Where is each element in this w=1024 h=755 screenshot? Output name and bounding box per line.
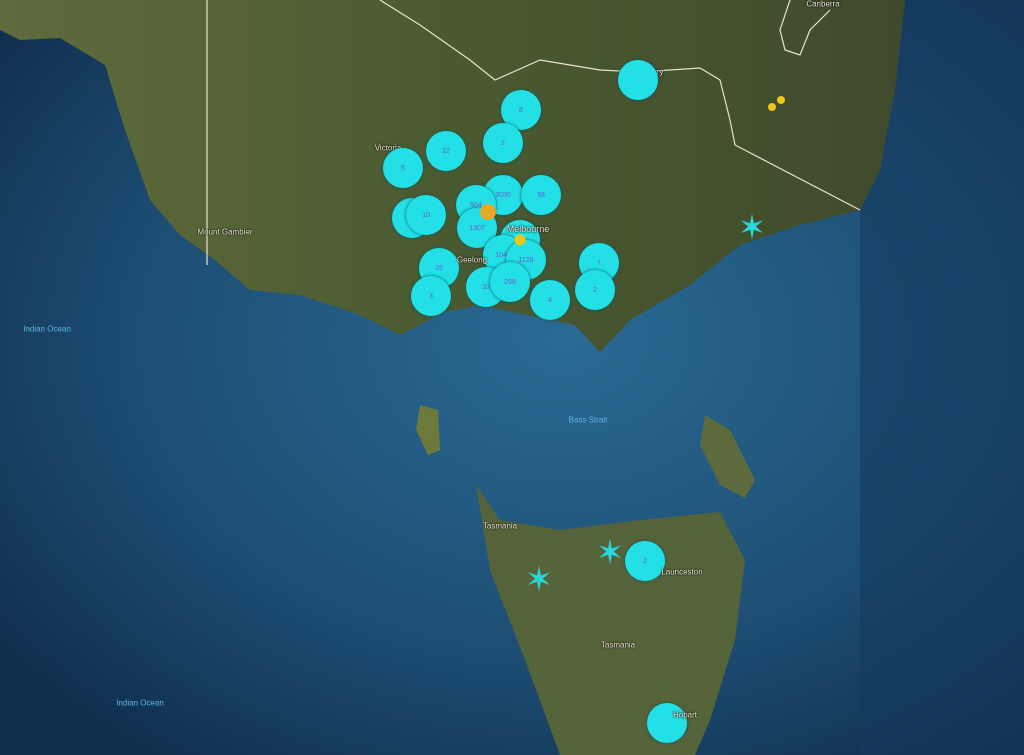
cluster-marker[interactable]: 2 xyxy=(575,270,615,310)
cluster-marker[interactable]: 2 xyxy=(625,541,665,581)
star-marker-icon[interactable]: ✶ xyxy=(737,209,767,247)
label-tasmania: Tasmania xyxy=(600,640,636,650)
label-tasmania-north: Tasmania xyxy=(482,521,518,531)
label-indian-ocean-south: Indian Ocean xyxy=(116,698,164,708)
event-dot[interactable] xyxy=(777,96,785,104)
label-bass-strait: Bass Strait xyxy=(568,415,608,425)
cluster-marker[interactable]: 2 xyxy=(483,123,523,163)
label-launceston: Launceston xyxy=(661,567,703,577)
label-indian-ocean: Indian Ocean xyxy=(23,324,71,334)
cluster-marker[interactable]: 4 xyxy=(530,280,570,320)
cluster-marker[interactable] xyxy=(647,703,687,743)
cluster-marker[interactable]: 22 xyxy=(426,131,466,171)
cluster-marker[interactable]: 298 xyxy=(490,262,530,302)
label-canberra: Canberra xyxy=(806,0,840,9)
cluster-marker[interactable]: 10 xyxy=(406,195,446,235)
cluster-marker[interactable]: 38 xyxy=(521,175,561,215)
cluster-marker[interactable] xyxy=(618,60,658,100)
event-dot[interactable] xyxy=(514,234,526,246)
label-mount-gambier: Mount Gambier xyxy=(197,227,253,237)
event-dot[interactable] xyxy=(480,204,496,220)
label-melbourne: Melbourne xyxy=(506,224,550,234)
label-hobart: Hobart xyxy=(672,710,698,720)
event-dot[interactable] xyxy=(768,103,776,111)
label-geelong: Geelong xyxy=(456,255,488,265)
cluster-marker[interactable]: 3 xyxy=(411,276,451,316)
cluster-marker[interactable]: 5 xyxy=(383,148,423,188)
star-marker-icon[interactable]: ✶ xyxy=(524,561,554,599)
label-victoria: Victoria xyxy=(374,143,402,153)
star-marker-icon[interactable]: ✶ xyxy=(595,534,625,572)
